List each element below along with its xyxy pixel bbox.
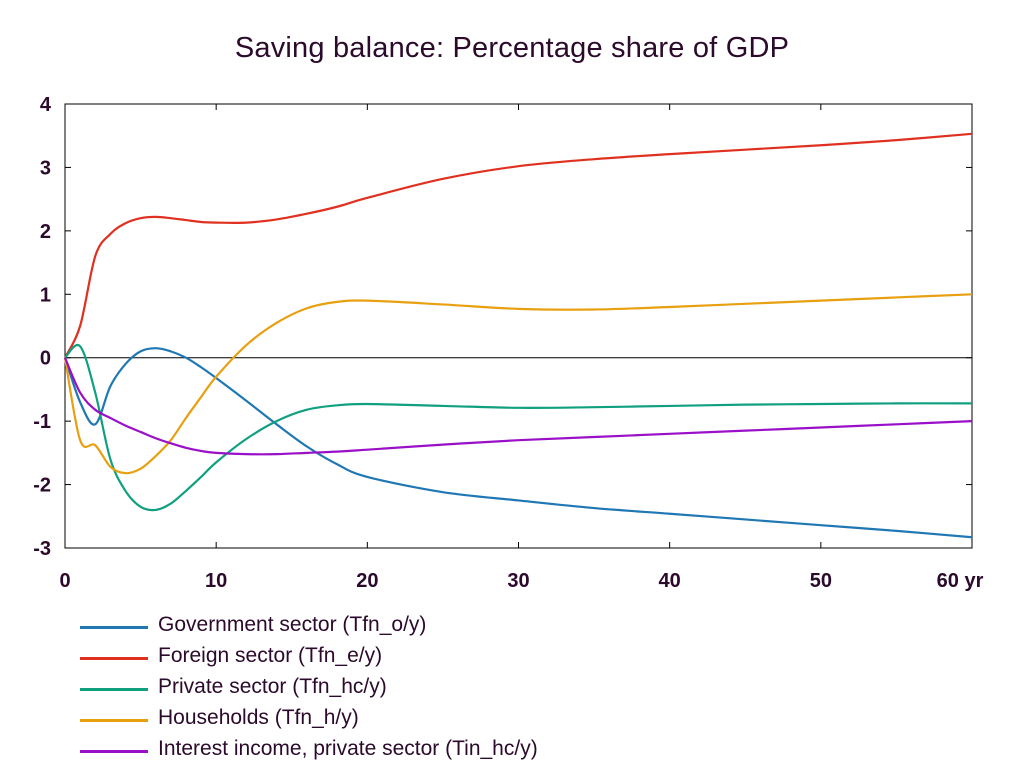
legend-swatch (80, 750, 148, 753)
series-line-4 (63, 293, 973, 475)
legend-item: Interest income, private sector (Tin_hc/… (80, 736, 680, 766)
series-line-2 (64, 132, 973, 359)
y-tick-label: 4 (40, 94, 52, 116)
y-tick-label: 1 (40, 284, 51, 306)
x-tick-label: 30 (507, 570, 529, 592)
x-tick-label: 10 (205, 570, 227, 592)
legend-label: Households (Tfn_h/y) (158, 706, 359, 729)
series-line-5 (63, 357, 973, 456)
legend-label: Private sector (Tfn_hc/y) (158, 675, 387, 698)
plot-frame (64, 103, 973, 549)
legend-label: Foreign sector (Tfn_e/y) (158, 644, 383, 667)
legend-item: Government sector (Tfn_o/y) (80, 612, 680, 642)
legend-item: Foreign sector (Tfn_e/y) (80, 643, 680, 673)
y-tick-label: -3 (33, 538, 51, 560)
series-line-3 (64, 343, 973, 512)
legend-label: Government sector (Tfn_o/y) (158, 613, 427, 636)
y-tick-label: 0 (40, 348, 51, 370)
y-tick-label: -2 (33, 475, 51, 497)
x-tick-label: 20 (356, 570, 378, 592)
x-tick-label: 60 yr (937, 570, 984, 592)
x-tick-label: 0 (59, 570, 70, 592)
legend-item: Private sector (Tfn_hc/y) (80, 674, 680, 704)
chart-title: Saving balance: Percentage share of GDP (234, 32, 790, 64)
legend-label: Interest income, private sector (Tin_hc/… (158, 737, 538, 760)
series-layer (63, 132, 973, 539)
legend-swatch (80, 657, 148, 660)
axes-layer (64, 103, 973, 549)
y-tick-label: -1 (33, 411, 51, 433)
series-line-1 (63, 347, 973, 539)
x-tick-label: 50 (810, 570, 832, 592)
y-tick-label: 2 (40, 221, 51, 243)
legend-swatch (80, 626, 148, 629)
legend-swatch (80, 719, 148, 722)
legend-swatch (80, 688, 148, 691)
x-tick-label: 40 (659, 570, 681, 592)
y-tick-label: 3 (40, 157, 51, 179)
legend-item: Households (Tfn_h/y) (80, 705, 680, 735)
